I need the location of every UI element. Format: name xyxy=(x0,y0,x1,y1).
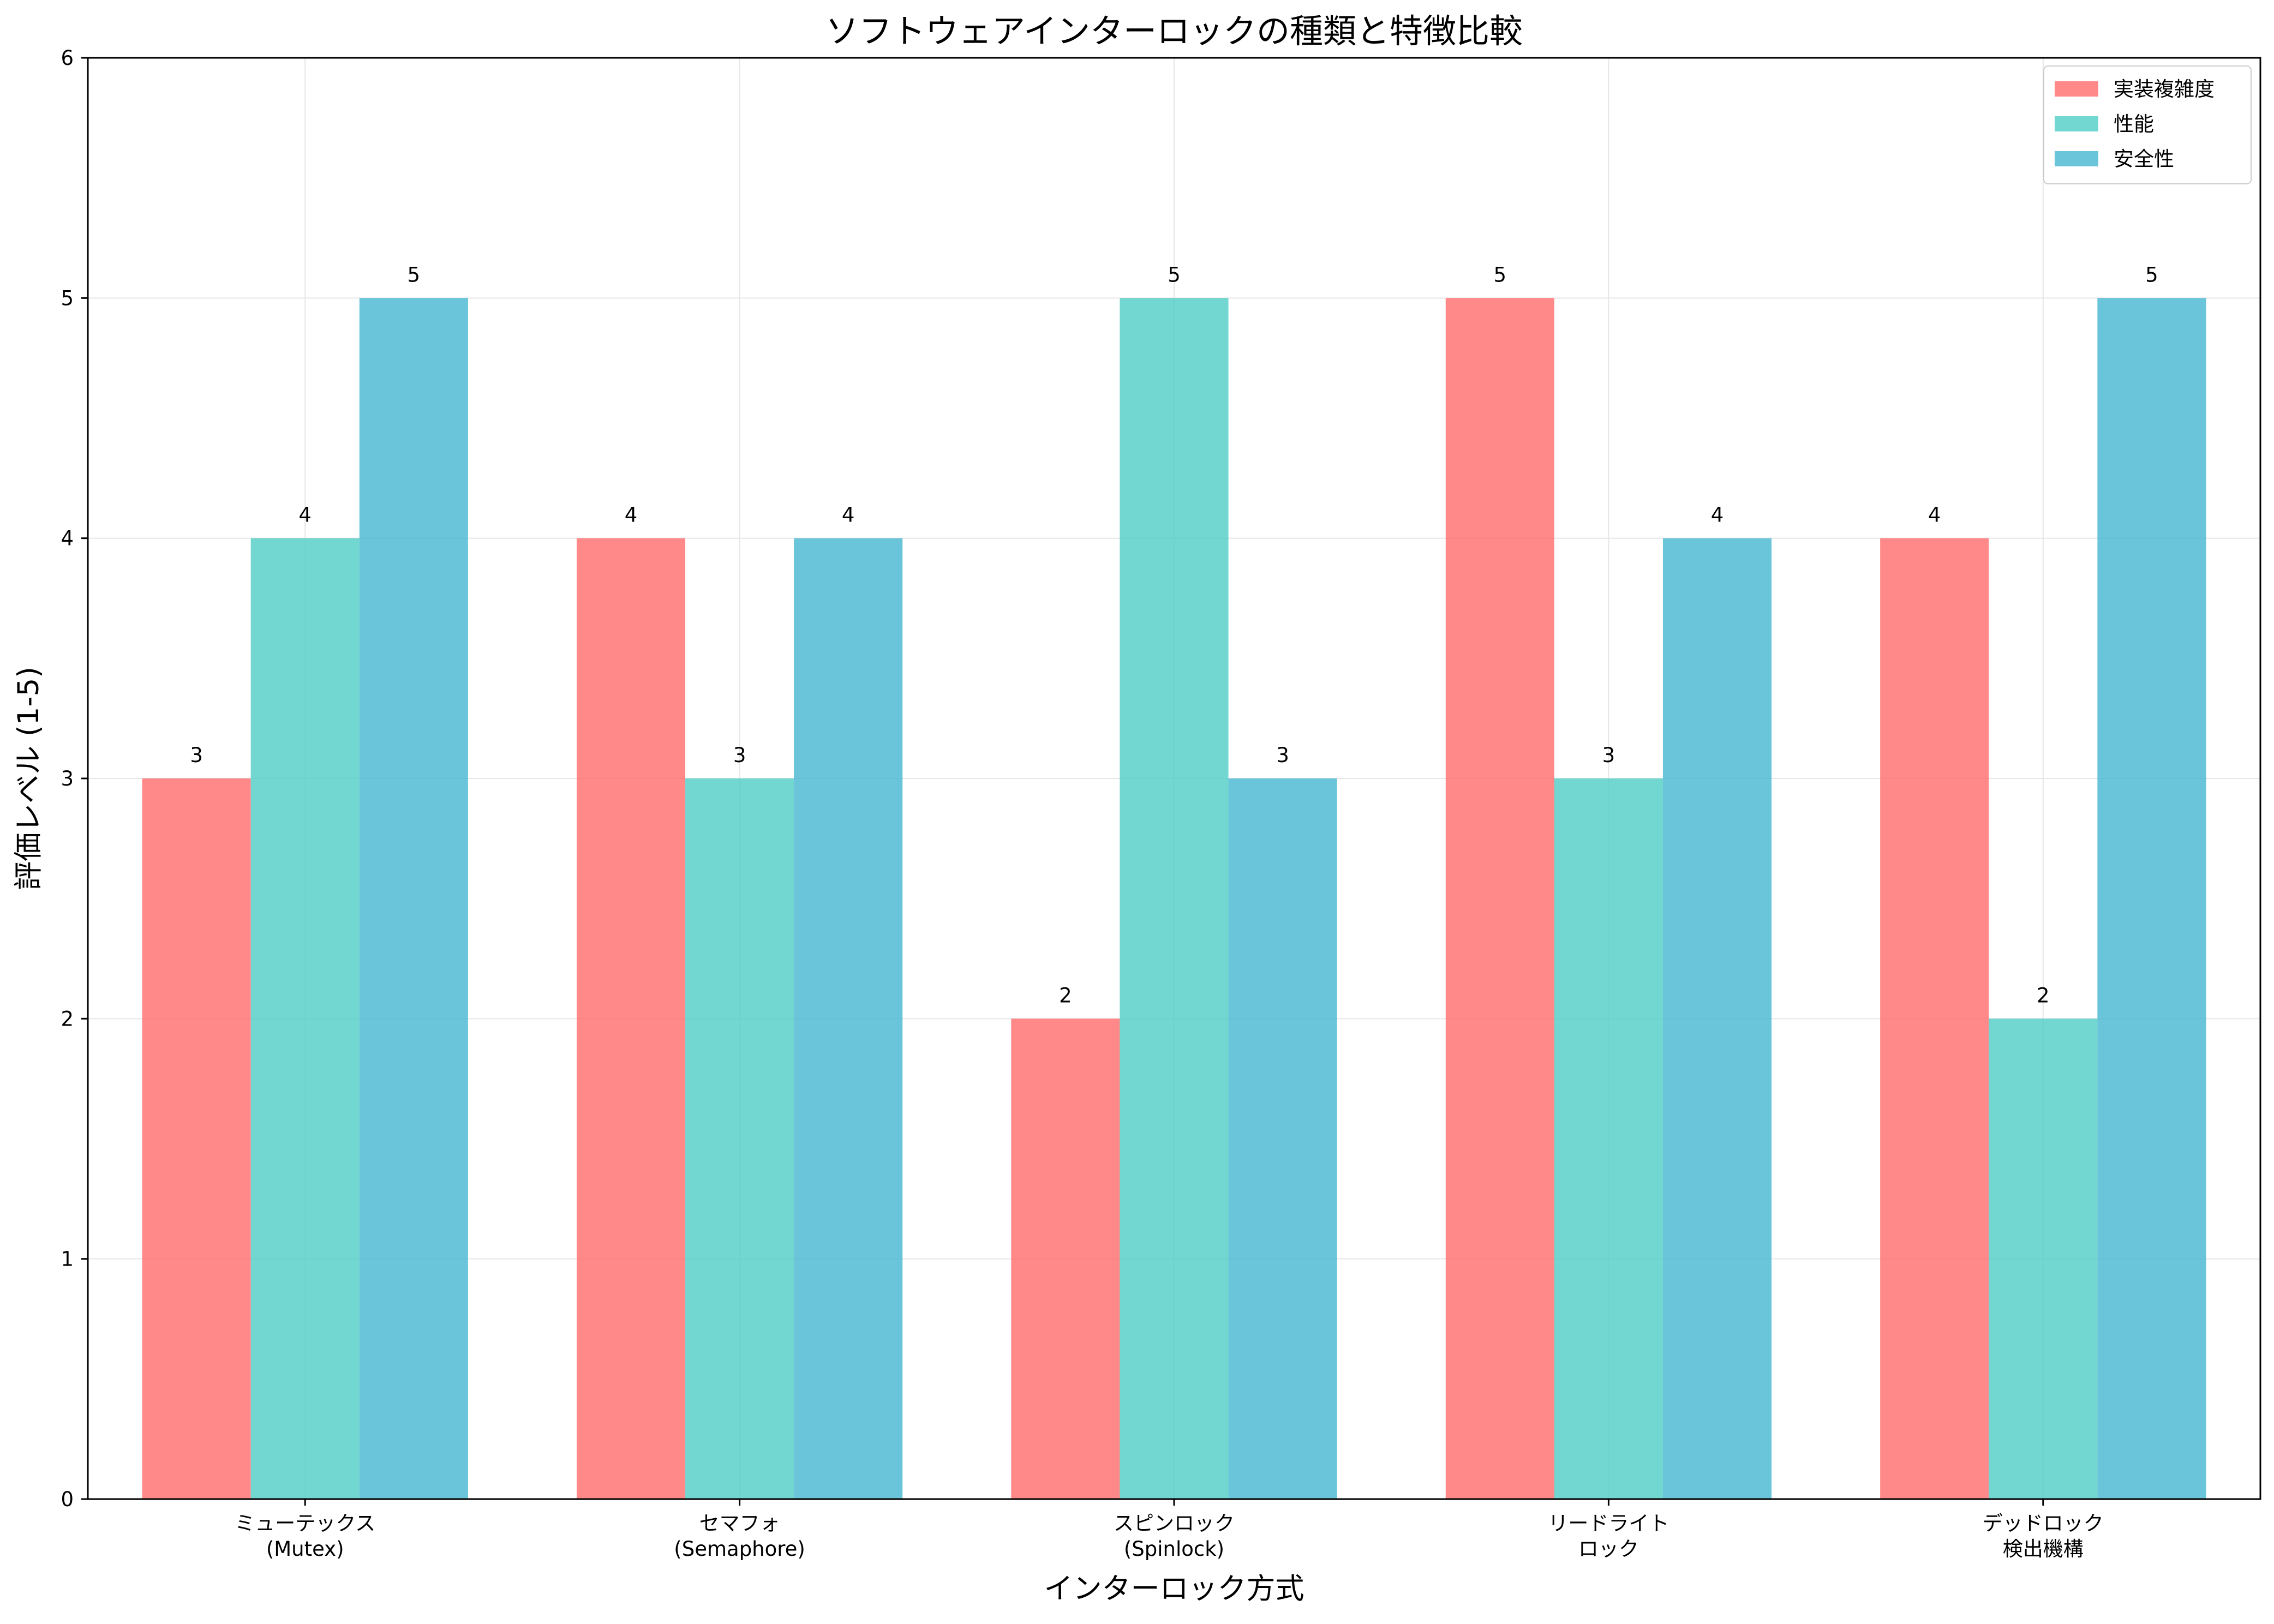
bar-実装複雑度-0 xyxy=(142,778,251,1499)
bar-安全性-0 xyxy=(359,298,468,1500)
legend-swatch xyxy=(2055,116,2098,131)
bar-value-label: 3 xyxy=(190,744,203,767)
x-axis-title: インターロック方式 xyxy=(1044,1572,1304,1605)
bar-value-label: 4 xyxy=(1928,504,1941,527)
bar-性能-0 xyxy=(250,538,360,1499)
bar-value-label: 3 xyxy=(1602,744,1615,767)
x-tick-label: デッドロック xyxy=(1983,1512,2104,1535)
bar-value-label: 5 xyxy=(408,263,421,286)
y-tick-label: 4 xyxy=(61,527,74,550)
x-tick-label: ロック xyxy=(1578,1537,1639,1561)
bar-value-label: 3 xyxy=(733,744,746,767)
x-tick-label: (Mutex) xyxy=(266,1537,344,1561)
y-tick-label: 0 xyxy=(61,1488,74,1511)
bar-value-label: 4 xyxy=(842,504,855,527)
y-tick-label: 1 xyxy=(61,1248,74,1271)
bars xyxy=(142,298,2206,1500)
x-tick-label: スピンロック xyxy=(1114,1512,1235,1535)
bar-実装複雑度-1 xyxy=(576,538,686,1499)
legend-label: 性能 xyxy=(2114,112,2154,136)
bar-value-label: 2 xyxy=(1059,984,1072,1007)
bar-value-label: 2 xyxy=(2037,984,2050,1007)
y-tick-label: 2 xyxy=(61,1007,74,1030)
bar-value-label: 5 xyxy=(1494,263,1507,286)
bar-value-label: 5 xyxy=(1168,263,1181,286)
y-axis-title: 評価レベル (1-5) xyxy=(12,667,45,890)
legend-label: 安全性 xyxy=(2114,147,2174,171)
bar-安全性-1 xyxy=(794,538,903,1499)
x-tick-label: リードライト xyxy=(1548,1512,1669,1535)
chart-title: ソフトウェアインターロックの種類と特徴比較 xyxy=(825,12,1523,51)
bar-性能-3 xyxy=(1554,778,1663,1499)
x-tick-label: (Semaphore) xyxy=(674,1537,805,1561)
bar-実装複雑度-3 xyxy=(1445,298,1554,1500)
y-tick-label: 5 xyxy=(61,286,74,310)
bar-実装複雑度-2 xyxy=(1011,1018,1120,1499)
bar-性能-4 xyxy=(1989,1018,2098,1499)
y-tick-label: 3 xyxy=(61,767,74,790)
y-tick-label: 6 xyxy=(61,46,74,70)
bar-性能-2 xyxy=(1120,298,1229,1500)
bar-安全性-2 xyxy=(1228,778,1337,1499)
bar-安全性-4 xyxy=(2097,298,2206,1500)
bar-value-label: 5 xyxy=(2145,263,2158,286)
bar-value-label: 4 xyxy=(1711,504,1724,527)
bar-value-label: 3 xyxy=(1276,744,1289,767)
bar-性能-1 xyxy=(685,778,794,1499)
y-axis-ticks: 0 1 2 3 4 5 6 xyxy=(61,46,88,1511)
bar-安全性-3 xyxy=(1662,538,1772,1499)
x-tick-label: 検出機構 xyxy=(2003,1537,2084,1561)
bar-実装複雑度-4 xyxy=(1880,538,1989,1499)
x-tick-label: (Spinlock) xyxy=(1124,1537,1224,1561)
legend-swatch xyxy=(2055,81,2098,97)
bar-labels: 3 4 2 5 4 4 3 5 3 2 5 4 3 4 5 xyxy=(190,263,2158,1007)
x-tick-label: ミューテックス xyxy=(235,1512,375,1535)
legend-swatch xyxy=(2055,151,2098,166)
x-tick-label: セマフォ xyxy=(699,1512,780,1535)
x-axis-ticks: ミューテックス(Mutex) セマフォ(Semaphore) スピンロック(Spin… xyxy=(235,1499,2104,1561)
bar-value-label: 4 xyxy=(298,504,312,527)
bar-value-label: 4 xyxy=(625,504,638,527)
legend-label: 実装複雑度 xyxy=(2114,77,2215,101)
